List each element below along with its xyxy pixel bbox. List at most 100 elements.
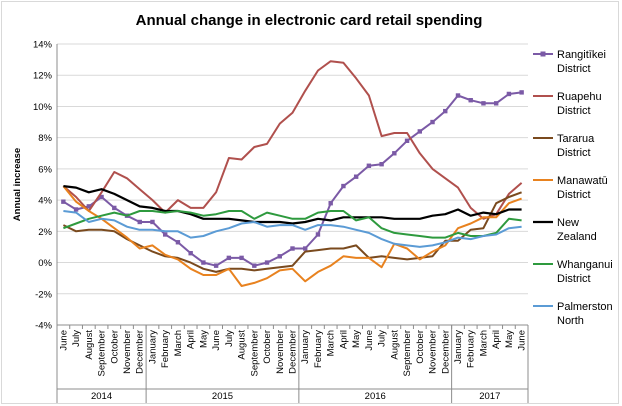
x-tick-label: October — [262, 330, 273, 364]
legend-label: Ruapehu — [557, 91, 602, 103]
y-tick-label: 14% — [33, 40, 53, 51]
series-marker — [137, 219, 142, 225]
x-tick-label: July — [71, 330, 82, 347]
y-axis-label: Annual increase — [12, 148, 23, 221]
y-tick-label: 12% — [33, 71, 53, 82]
x-tick-label: September — [97, 330, 108, 376]
series-marker — [201, 260, 206, 265]
x-tick-label: October — [109, 330, 120, 364]
legend-label: Tararua — [557, 133, 595, 145]
x-tick-label: April — [186, 330, 197, 349]
series-line — [63, 210, 522, 248]
legend-label: Palmerston — [557, 301, 613, 313]
x-tick-label: May — [198, 330, 209, 348]
legend-label: Zealand — [557, 231, 597, 243]
series-marker — [468, 98, 473, 103]
series-marker — [264, 260, 270, 265]
chart-title: Annual change in electronic card retail … — [135, 12, 483, 29]
x-tick-label: June — [58, 330, 69, 351]
series-line — [62, 60, 523, 220]
x-tick-label: January — [147, 330, 158, 364]
x-tick-label: March — [173, 330, 184, 356]
y-tick-label: 6% — [38, 164, 52, 175]
legend-label: District — [557, 105, 591, 117]
x-tick-label: May — [351, 330, 362, 348]
legend-label: Manawatū — [557, 175, 608, 187]
x-tick-label: October — [415, 330, 426, 364]
year-label: 2016 — [365, 391, 386, 402]
legend-label: District — [557, 147, 591, 159]
legend-label: North — [557, 315, 584, 327]
series-marker — [150, 219, 155, 225]
x-tick-label: September — [249, 330, 260, 376]
series-marker — [430, 119, 435, 125]
x-tick-label: July — [224, 330, 235, 347]
y-tick-label: -4% — [35, 321, 52, 332]
series-marker — [112, 205, 117, 211]
x-tick-label: July — [377, 330, 388, 347]
y-tick-label: 2% — [38, 227, 52, 238]
legend-label: District — [557, 189, 591, 201]
x-tick-label: February — [160, 330, 171, 368]
series-marker — [493, 101, 499, 106]
series-marker — [226, 255, 232, 261]
x-tick-label: January — [300, 330, 311, 364]
gridlines — [57, 43, 528, 326]
y-tick-label: 8% — [38, 133, 52, 144]
series-line — [63, 185, 522, 225]
series-marker — [290, 246, 295, 251]
legend-label: District — [557, 63, 591, 75]
x-tick-label: June — [364, 330, 375, 351]
series-marker — [252, 263, 257, 268]
x-tick-label: August — [237, 330, 248, 360]
y-tick-label: -2% — [35, 289, 52, 300]
series-marker — [455, 93, 461, 98]
y-axis-ticks: -4% -2% 0% 2% 4% 6% 8% 10% 12% 14% — [33, 40, 53, 332]
series-marker — [392, 151, 397, 156]
x-tick-label: May — [504, 330, 515, 348]
x-tick-label: August — [84, 330, 95, 360]
x-tick-label: April — [491, 330, 502, 349]
x-tick-label: November — [122, 330, 133, 374]
x-tick-label: December — [288, 330, 299, 374]
series-marker — [328, 201, 333, 206]
series-marker — [188, 250, 193, 256]
series-marker — [175, 240, 181, 245]
x-tick-label: February — [466, 330, 477, 368]
series-line — [63, 210, 522, 239]
series-marker — [341, 183, 346, 189]
legend-label: Whanganui — [557, 259, 613, 271]
y-tick-label: 10% — [33, 102, 53, 113]
legend-marker — [540, 51, 546, 57]
legend-label: District — [557, 273, 591, 285]
year-label: 2014 — [91, 391, 112, 402]
x-tick-label: November — [428, 330, 439, 374]
series-marker — [519, 90, 524, 95]
year-label: 2017 — [479, 391, 500, 402]
x-tick-label: June — [211, 330, 222, 351]
series-marker — [417, 129, 422, 134]
x-tick-label: December — [440, 330, 451, 374]
series-marker — [366, 163, 372, 168]
year-label: 2015 — [212, 391, 233, 402]
x-tick-label: February — [313, 330, 324, 368]
series-marker — [481, 101, 486, 106]
series-marker — [303, 246, 308, 251]
legend: Rangitīkei District Ruapehu District Tararua… — [533, 49, 613, 327]
series-marker — [506, 91, 512, 97]
series-marker — [353, 174, 359, 179]
x-tick-label: January — [453, 330, 464, 364]
series-marker — [86, 204, 92, 209]
series-marker — [213, 263, 219, 268]
series-marker — [379, 162, 384, 167]
x-tick-label: April — [338, 330, 349, 349]
axes — [56, 44, 528, 403]
series-marker — [404, 138, 410, 143]
x-tick-label: June — [517, 330, 528, 351]
x-tick-label: November — [275, 330, 286, 374]
x-tick-label: August — [389, 330, 400, 360]
y-tick-label: 0% — [38, 258, 52, 269]
series-line — [62, 185, 522, 287]
